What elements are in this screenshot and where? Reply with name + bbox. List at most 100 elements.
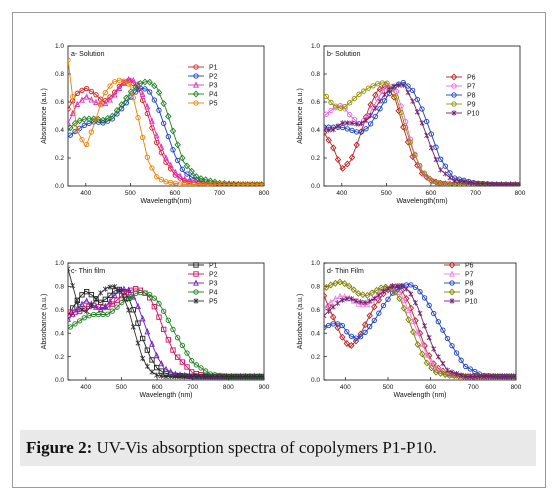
data-point	[414, 109, 420, 115]
x-axis-label: Wavelength (nm)	[393, 392, 446, 399]
data-point	[398, 109, 404, 116]
data-point	[175, 157, 181, 164]
plot-frame	[67, 45, 265, 187]
data-point	[191, 373, 197, 380]
data-point	[233, 373, 239, 380]
data-point	[69, 109, 76, 117]
data-point	[184, 350, 190, 356]
data-point	[433, 365, 439, 372]
x-tick-label: 600	[425, 384, 436, 391]
data-point	[438, 167, 444, 173]
data-point	[412, 300, 418, 306]
legend-label: P3	[209, 280, 218, 287]
data-point	[382, 91, 388, 98]
data-point	[105, 118, 111, 124]
data-point	[172, 373, 178, 380]
data-point	[376, 292, 382, 298]
data-point	[466, 179, 472, 186]
data-point	[517, 181, 520, 186]
y-tick-label: 0.0	[311, 377, 320, 384]
data-point	[97, 305, 104, 313]
data-point	[339, 297, 345, 303]
data-point	[513, 373, 516, 380]
data-point	[455, 371, 462, 379]
data-point	[421, 170, 427, 176]
series-P10	[324, 82, 520, 186]
data-point	[467, 373, 473, 380]
data-point	[84, 308, 90, 314]
data-point	[196, 373, 202, 380]
data-point	[441, 371, 449, 379]
data-point	[160, 100, 167, 107]
data-point	[88, 88, 94, 95]
data-point	[336, 278, 344, 286]
data-point	[70, 94, 76, 100]
legend-marker	[193, 64, 199, 70]
data-point	[463, 363, 469, 370]
data-point	[184, 364, 190, 370]
series-line-P3	[68, 77, 264, 186]
data-point	[135, 302, 141, 310]
figure-caption: Figure 2: UV-Vis absorption spectra of c…	[20, 430, 536, 466]
figure-frame	[12, 12, 546, 488]
data-point	[349, 120, 355, 126]
data-point	[403, 295, 410, 302]
data-point	[93, 303, 99, 310]
data-point	[125, 286, 132, 293]
data-point	[97, 100, 104, 107]
data-point	[403, 286, 409, 292]
data-point	[330, 304, 336, 310]
data-point	[382, 98, 388, 104]
data-point	[401, 296, 407, 304]
legend-marker	[193, 279, 199, 286]
data-point	[412, 284, 419, 291]
data-point	[419, 340, 426, 347]
x-tick-label: 900	[259, 384, 270, 391]
data-point	[368, 112, 374, 119]
data-point	[84, 288, 90, 295]
data-point	[186, 373, 192, 380]
data-point	[390, 283, 396, 290]
data-point	[410, 317, 417, 325]
data-point	[247, 373, 253, 380]
data-point	[371, 295, 377, 302]
data-point	[81, 315, 87, 321]
data-point	[68, 119, 71, 126]
data-point	[170, 347, 176, 353]
data-point	[163, 154, 169, 161]
legend-label: P5	[209, 298, 218, 305]
data-point	[324, 127, 327, 133]
y-tick-label: 0.2	[55, 354, 64, 361]
y-tick-label: 1.0	[311, 43, 320, 50]
legend-marker	[449, 280, 455, 286]
data-point	[458, 357, 464, 363]
data-point	[364, 291, 371, 299]
data-point	[325, 322, 332, 329]
data-point	[189, 358, 195, 364]
data-point	[400, 82, 406, 88]
data-point	[79, 96, 85, 103]
data-point	[74, 305, 81, 312]
series-line-P4	[68, 80, 264, 186]
data-point	[333, 103, 339, 109]
data-point	[184, 171, 190, 177]
data-point	[408, 291, 414, 297]
data-point	[141, 78, 149, 86]
data-point	[154, 372, 160, 378]
data-point	[410, 87, 416, 94]
data-point	[349, 127, 355, 134]
legend-marker	[193, 298, 199, 304]
data-point	[114, 304, 120, 310]
data-point	[177, 373, 183, 380]
data-point	[130, 76, 137, 84]
y-tick-label: 0.6	[55, 99, 64, 106]
y-tick-label: 0.8	[55, 284, 64, 291]
data-point	[422, 323, 428, 329]
legend-marker	[193, 100, 199, 106]
data-point	[328, 99, 334, 106]
data-point	[355, 290, 362, 297]
data-point	[224, 373, 230, 380]
data-point	[396, 82, 402, 88]
data-point	[446, 371, 453, 379]
